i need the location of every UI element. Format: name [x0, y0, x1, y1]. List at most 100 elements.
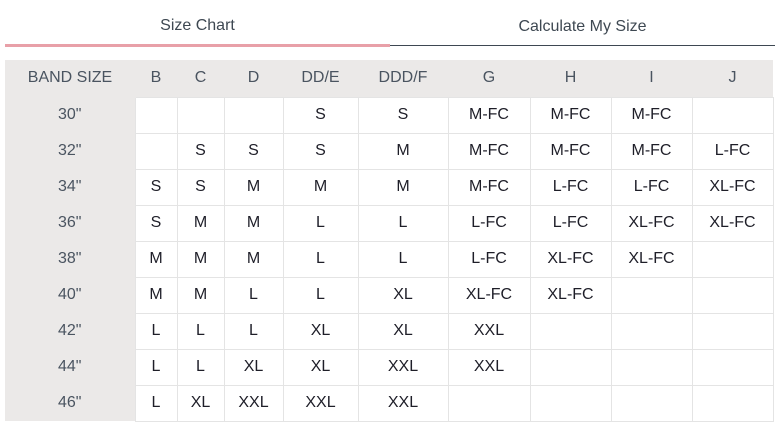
- size-cell: L: [134, 312, 178, 350]
- cup-header: DD/E: [283, 60, 358, 97]
- size-cell: XL: [357, 276, 449, 314]
- size-cell: [134, 132, 178, 170]
- band-size-cell: 46": [5, 384, 135, 421]
- size-cell: L: [357, 240, 449, 278]
- size-cell: XL: [176, 384, 225, 422]
- size-cell: M-FC: [447, 132, 531, 170]
- size-cell: M-FC: [610, 96, 693, 134]
- band-size-cell: 36": [5, 204, 135, 241]
- size-cell: XL: [223, 348, 284, 386]
- tab-size-chart[interactable]: Size Chart: [5, 0, 390, 47]
- size-cell: [610, 348, 693, 386]
- table-row: 46" L XL XXL XXL XXL: [5, 384, 774, 422]
- band-size-cell: 40": [5, 276, 135, 313]
- size-cell: M-FC: [529, 132, 612, 170]
- size-cell: M: [357, 168, 449, 206]
- size-cell: XL-FC: [610, 240, 693, 278]
- size-cell: L-FC: [447, 240, 531, 278]
- table-row: 30" S S M-FC M-FC M-FC: [5, 96, 774, 134]
- size-cell: XL-FC: [529, 276, 612, 314]
- size-cell: XXL: [447, 348, 531, 386]
- size-cell: XL-FC: [610, 204, 693, 242]
- size-cell: [691, 276, 774, 314]
- size-cell: L: [134, 348, 178, 386]
- band-size-cell: 42": [5, 312, 135, 349]
- size-cell: M-FC: [610, 132, 693, 170]
- size-cell: M-FC: [447, 96, 531, 134]
- size-cell: S: [223, 132, 284, 170]
- size-cell: XL: [282, 348, 359, 386]
- size-cell: L: [223, 312, 284, 350]
- cup-header: DDD/F: [358, 60, 448, 97]
- size-cell: XXL: [357, 384, 449, 422]
- band-size-cell: 30": [5, 96, 135, 133]
- size-cell: L: [134, 384, 178, 422]
- size-cell: M: [134, 276, 178, 314]
- table-row: 36" S M M L L L-FC L-FC XL-FC XL-FC: [5, 204, 774, 242]
- size-cell: [691, 240, 774, 278]
- size-cell: L: [282, 240, 359, 278]
- size-cell: XL-FC: [691, 204, 774, 242]
- size-cell: M: [176, 204, 225, 242]
- size-cell: S: [282, 96, 359, 134]
- size-cell: M: [357, 132, 449, 170]
- size-cell: XL-FC: [691, 168, 774, 206]
- size-cell: [610, 312, 693, 350]
- size-cell: S: [134, 204, 178, 242]
- size-cell: S: [282, 132, 359, 170]
- size-cell: [529, 384, 612, 422]
- size-cell: [691, 348, 774, 386]
- size-cell: M: [176, 240, 225, 278]
- size-cell: S: [176, 168, 225, 206]
- size-cell: L: [357, 204, 449, 242]
- size-cell: [610, 276, 693, 314]
- size-cell: L: [282, 204, 359, 242]
- size-cell: [529, 348, 612, 386]
- size-cell: M: [223, 204, 284, 242]
- cup-header: J: [692, 60, 773, 97]
- size-cell: L: [223, 276, 284, 314]
- size-cell: [610, 384, 693, 422]
- size-cell: XL: [282, 312, 359, 350]
- tab-calculate-my-size[interactable]: Calculate My Size: [390, 0, 775, 46]
- size-cell: S: [176, 132, 225, 170]
- size-cell: [691, 312, 774, 350]
- size-cell: S: [134, 168, 178, 206]
- size-cell: M: [282, 168, 359, 206]
- cup-header: D: [224, 60, 283, 97]
- table-row: 34" S S M M M M-FC L-FC L-FC XL-FC: [5, 168, 774, 206]
- band-size-cell: 34": [5, 168, 135, 205]
- size-cell: L-FC: [691, 132, 774, 170]
- size-cell: [529, 312, 612, 350]
- size-cell: L: [176, 312, 225, 350]
- size-cell: [691, 96, 774, 134]
- table-row: 38" M M M L L L-FC XL-FC XL-FC: [5, 240, 774, 278]
- header-row: BAND SIZE B C D DD/E DDD/F G H I J: [5, 60, 773, 97]
- band-size-cell: 32": [5, 132, 135, 169]
- table-row: 40" M M L L XL XL-FC XL-FC: [5, 276, 774, 314]
- size-cell: [691, 384, 774, 422]
- band-size-cell: 44": [5, 348, 135, 385]
- table-row: 32" S S S M M-FC M-FC M-FC L-FC: [5, 132, 774, 170]
- size-cell: L: [282, 276, 359, 314]
- size-cell: XXL: [447, 312, 531, 350]
- size-cell: S: [357, 96, 449, 134]
- size-cell: L-FC: [610, 168, 693, 206]
- size-cell: XL: [357, 312, 449, 350]
- band-size-cell: 38": [5, 240, 135, 277]
- size-chart-table: BAND SIZE B C D DD/E DDD/F G H I J 30" S S M-FC M-FC M…: [5, 60, 774, 422]
- size-cell: XXL: [223, 384, 284, 422]
- size-cell: M: [223, 240, 284, 278]
- size-cell: [447, 384, 531, 422]
- size-cell: XL-FC: [447, 276, 531, 314]
- size-cell: M-FC: [529, 96, 612, 134]
- size-cell: [223, 96, 284, 134]
- tab-bar: Size Chart Calculate My Size: [5, 0, 775, 47]
- size-cell: M: [223, 168, 284, 206]
- size-cell: M: [134, 240, 178, 278]
- size-cell: L-FC: [529, 204, 612, 242]
- cup-header: I: [611, 60, 692, 97]
- size-cell: [134, 96, 178, 134]
- cup-header: H: [530, 60, 611, 97]
- size-cell: XXL: [357, 348, 449, 386]
